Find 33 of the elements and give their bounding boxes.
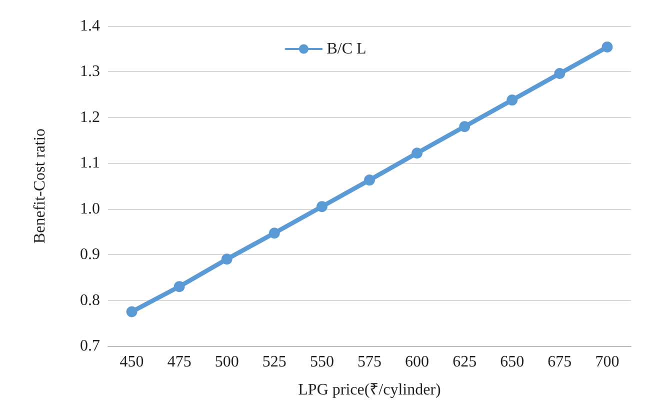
point bbox=[602, 42, 613, 53]
y-tick-label: 1.4 bbox=[80, 18, 100, 34]
x-axis-title: LPG price(₹/cylinder) bbox=[298, 382, 441, 398]
x-tick-label: 675 bbox=[548, 354, 572, 370]
x-tick-label: 700 bbox=[595, 354, 620, 370]
point bbox=[554, 68, 566, 80]
point bbox=[268, 228, 280, 239]
x-tick-label: 525 bbox=[262, 354, 286, 370]
y-tick-label: 0.9 bbox=[80, 246, 100, 264]
y-axis-title: Benefit-Cost ratio bbox=[32, 128, 48, 244]
x-tick-label: 450 bbox=[120, 354, 144, 370]
y-tick-label: 1.2 bbox=[80, 108, 100, 126]
point bbox=[412, 148, 423, 159]
point bbox=[174, 281, 185, 292]
point bbox=[126, 306, 138, 318]
point bbox=[506, 94, 518, 106]
x-tick-label: 625 bbox=[452, 354, 477, 370]
x-tick-label: 600 bbox=[405, 354, 430, 370]
point bbox=[364, 174, 375, 186]
y-tick-label: 1.0 bbox=[80, 200, 100, 218]
legend-label: B/C L bbox=[326, 40, 366, 58]
x-tick-label: 650 bbox=[500, 354, 524, 370]
x-tick-label: 550 bbox=[310, 354, 334, 370]
point bbox=[316, 201, 328, 212]
x-tick-label: 500 bbox=[214, 354, 239, 370]
x-tick-label: 575 bbox=[358, 354, 382, 370]
y-tick-label: 0.7 bbox=[80, 338, 100, 354]
y-tick-label: 1.3 bbox=[80, 63, 100, 80]
y-tick-label: 0.8 bbox=[80, 292, 100, 309]
x-tick-label: 475 bbox=[167, 354, 192, 370]
point bbox=[459, 121, 470, 132]
y-tick-label: 1.1 bbox=[80, 154, 100, 172]
point bbox=[221, 254, 232, 265]
